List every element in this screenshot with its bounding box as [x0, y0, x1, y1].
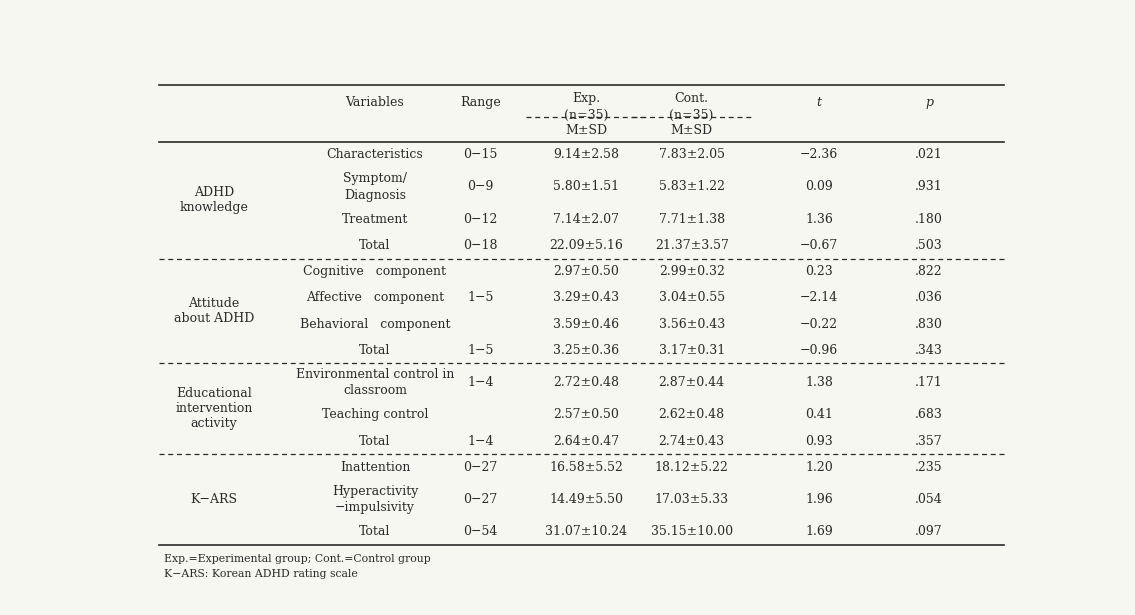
Text: 0−27: 0−27 [463, 461, 497, 474]
Text: 2.87±0.44: 2.87±0.44 [658, 376, 725, 389]
Text: .036: .036 [915, 292, 943, 304]
Text: 17.03±5.33: 17.03±5.33 [655, 493, 729, 506]
Text: 3.56±0.43: 3.56±0.43 [658, 317, 725, 330]
Text: .021: .021 [915, 148, 943, 161]
Text: Symptom/
Diagnosis: Symptom/ Diagnosis [343, 172, 407, 202]
Text: Exp.
(n=35): Exp. (n=35) [564, 92, 608, 122]
Text: 9.14±2.58: 9.14±2.58 [553, 148, 619, 161]
Text: 7.14±2.07: 7.14±2.07 [553, 213, 619, 226]
Text: 0−54: 0−54 [463, 525, 498, 539]
Text: 18.12±5.22: 18.12±5.22 [655, 461, 729, 474]
Text: 3.59±0.46: 3.59±0.46 [553, 317, 620, 330]
Text: Treatment: Treatment [342, 213, 409, 226]
Text: 1.69: 1.69 [806, 525, 833, 539]
Text: .171: .171 [915, 376, 943, 389]
Text: t: t [817, 96, 822, 109]
Text: .357: .357 [915, 435, 943, 448]
Text: K−ARS: K−ARS [191, 493, 237, 506]
Text: Cognitive   component: Cognitive component [303, 265, 446, 278]
Text: Cont.
(n=35): Cont. (n=35) [670, 92, 714, 122]
Text: 5.80±1.51: 5.80±1.51 [553, 180, 620, 194]
Text: 0−15: 0−15 [463, 148, 498, 161]
Text: M±SD: M±SD [565, 124, 607, 137]
Text: Exp.=Experimental group; Cont.=Control group: Exp.=Experimental group; Cont.=Control g… [163, 554, 430, 564]
Text: .054: .054 [915, 493, 943, 506]
Text: 1−5: 1−5 [468, 292, 494, 304]
Text: Hyperactivity
−impulsivity: Hyperactivity −impulsivity [331, 485, 418, 514]
Text: 2.57±0.50: 2.57±0.50 [553, 408, 619, 421]
Text: 1−4: 1−4 [468, 435, 494, 448]
Text: 2.64±0.47: 2.64±0.47 [553, 435, 620, 448]
Text: 31.07±10.24: 31.07±10.24 [545, 525, 628, 539]
Text: 22.09±5.16: 22.09±5.16 [549, 239, 623, 252]
Text: .343: .343 [915, 344, 943, 357]
Text: .830: .830 [915, 317, 943, 330]
Text: .097: .097 [915, 525, 943, 539]
Text: 3.29±0.43: 3.29±0.43 [553, 292, 620, 304]
Text: Total: Total [360, 344, 390, 357]
Text: 1.36: 1.36 [805, 213, 833, 226]
Text: .235: .235 [915, 461, 943, 474]
Text: Inattention: Inattention [339, 461, 410, 474]
Text: 0−9: 0−9 [468, 180, 494, 194]
Text: Variables: Variables [345, 96, 404, 109]
Text: 0−12: 0−12 [463, 213, 498, 226]
Text: −0.67: −0.67 [800, 239, 839, 252]
Text: −2.14: −2.14 [800, 292, 839, 304]
Text: −2.36: −2.36 [800, 148, 839, 161]
Text: 2.62±0.48: 2.62±0.48 [658, 408, 725, 421]
Text: 1−4: 1−4 [468, 376, 494, 389]
Text: 35.15±10.00: 35.15±10.00 [650, 525, 733, 539]
Text: 0−18: 0−18 [463, 239, 498, 252]
Text: 3.04±0.55: 3.04±0.55 [658, 292, 725, 304]
Text: 2.72±0.48: 2.72±0.48 [553, 376, 619, 389]
Text: Range: Range [460, 96, 501, 109]
Text: .180: .180 [915, 213, 943, 226]
Text: M±SD: M±SD [671, 124, 713, 137]
Text: 16.58±5.52: 16.58±5.52 [549, 461, 623, 474]
Text: 1.38: 1.38 [805, 376, 833, 389]
Text: Total: Total [360, 239, 390, 252]
Text: 2.99±0.32: 2.99±0.32 [658, 265, 724, 278]
Text: −0.96: −0.96 [800, 344, 839, 357]
Text: 3.17±0.31: 3.17±0.31 [658, 344, 725, 357]
Text: 1−5: 1−5 [468, 344, 494, 357]
Text: .931: .931 [915, 180, 943, 194]
Text: 14.49±5.50: 14.49±5.50 [549, 493, 623, 506]
Text: 1.96: 1.96 [806, 493, 833, 506]
Text: .503: .503 [915, 239, 943, 252]
Text: Affective   component: Affective component [306, 292, 444, 304]
Text: Total: Total [360, 525, 390, 539]
Text: 0.41: 0.41 [805, 408, 833, 421]
Text: −0.22: −0.22 [800, 317, 839, 330]
Text: 1.20: 1.20 [806, 461, 833, 474]
Text: Total: Total [360, 435, 390, 448]
Text: .683: .683 [915, 408, 943, 421]
Text: 7.83±2.05: 7.83±2.05 [658, 148, 724, 161]
Text: Behavioral   component: Behavioral component [300, 317, 451, 330]
Text: 3.25±0.36: 3.25±0.36 [553, 344, 620, 357]
Text: 0.09: 0.09 [806, 180, 833, 194]
Text: Attitude
about ADHD: Attitude about ADHD [174, 297, 254, 325]
Text: Environmental control in
classroom: Environmental control in classroom [296, 368, 454, 397]
Text: K−ARS: Korean ADHD rating scale: K−ARS: Korean ADHD rating scale [163, 569, 358, 579]
Text: 2.97±0.50: 2.97±0.50 [553, 265, 619, 278]
Text: 0.93: 0.93 [806, 435, 833, 448]
Text: p: p [925, 96, 933, 109]
Text: 5.83±1.22: 5.83±1.22 [658, 180, 724, 194]
Text: 7.71±1.38: 7.71±1.38 [658, 213, 725, 226]
Text: .822: .822 [915, 265, 943, 278]
Text: ADHD
knowledge: ADHD knowledge [179, 186, 249, 214]
Text: 0.23: 0.23 [806, 265, 833, 278]
Text: Educational
intervention
activity: Educational intervention activity [175, 387, 253, 430]
Text: 0−27: 0−27 [463, 493, 497, 506]
Text: Characteristics: Characteristics [327, 148, 423, 161]
Text: 21.37±3.57: 21.37±3.57 [655, 239, 729, 252]
Text: 2.74±0.43: 2.74±0.43 [658, 435, 725, 448]
Text: Teaching control: Teaching control [322, 408, 428, 421]
